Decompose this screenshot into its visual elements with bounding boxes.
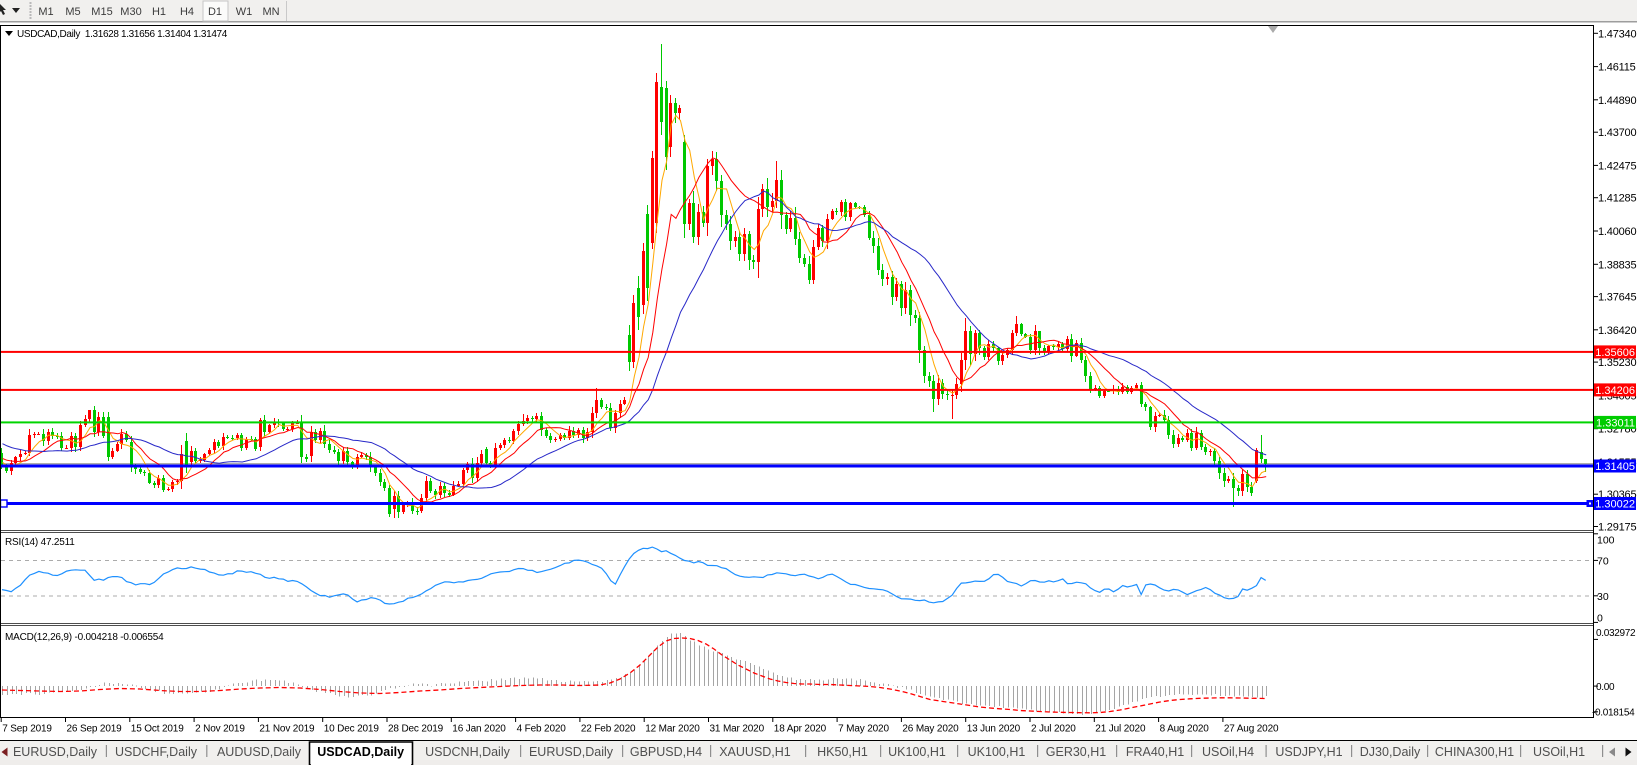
svg-text:15 Oct 2019: 15 Oct 2019 xyxy=(131,724,184,735)
svg-text:1.29175: 1.29175 xyxy=(1598,522,1636,534)
svg-text:1.41285: 1.41285 xyxy=(1598,193,1636,205)
svg-text:UK100,H1: UK100,H1 xyxy=(888,745,946,759)
svg-text:22 Feb 2020: 22 Feb 2020 xyxy=(581,724,636,735)
svg-text:1.35230: 1.35230 xyxy=(1598,357,1636,369)
svg-text:0.00: 0.00 xyxy=(1596,682,1615,693)
svg-text:1.47340: 1.47340 xyxy=(1598,28,1636,40)
svg-text:GBPUSD,H4: GBPUSD,H4 xyxy=(630,745,702,759)
svg-text:M15: M15 xyxy=(91,6,112,18)
svg-text:H1: H1 xyxy=(152,6,166,18)
svg-text:28 Dec 2019: 28 Dec 2019 xyxy=(388,724,444,735)
svg-text:RSI(14) 47.2511: RSI(14) 47.2511 xyxy=(5,537,75,548)
svg-text:H4: H4 xyxy=(180,6,194,18)
svg-text:M1: M1 xyxy=(38,6,53,18)
svg-text:0: 0 xyxy=(1597,613,1603,625)
svg-text:M5: M5 xyxy=(65,6,80,18)
svg-text:1.30022: 1.30022 xyxy=(1595,499,1635,511)
svg-text:12 Mar 2020: 12 Mar 2020 xyxy=(645,724,700,735)
svg-text:USDCNH,Daily: USDCNH,Daily xyxy=(425,745,510,759)
svg-text:10 Dec 2019: 10 Dec 2019 xyxy=(324,724,380,735)
svg-text:27 Aug 2020: 27 Aug 2020 xyxy=(1224,724,1279,735)
svg-text:21 Jul 2020: 21 Jul 2020 xyxy=(1095,724,1146,735)
svg-text:D1: D1 xyxy=(208,6,222,18)
svg-text:USOil,H1: USOil,H1 xyxy=(1533,745,1585,759)
svg-text:1.40060: 1.40060 xyxy=(1598,226,1636,238)
svg-text:USDCAD,Daily: USDCAD,Daily xyxy=(317,745,404,759)
svg-text:CHINA300,H1: CHINA300,H1 xyxy=(1435,745,1514,759)
svg-text:2 Nov 2019: 2 Nov 2019 xyxy=(195,724,245,735)
svg-text:1.46115: 1.46115 xyxy=(1598,62,1636,74)
svg-text:XAUUSD,H1: XAUUSD,H1 xyxy=(719,745,791,759)
svg-text:1.37645: 1.37645 xyxy=(1598,292,1636,304)
svg-text:1.38835: 1.38835 xyxy=(1598,259,1636,271)
svg-text:FRA40,H1: FRA40,H1 xyxy=(1126,745,1184,759)
svg-text:1.34206: 1.34206 xyxy=(1595,385,1635,397)
svg-text:7 Sep 2019: 7 Sep 2019 xyxy=(2,724,52,735)
svg-text:1.36420: 1.36420 xyxy=(1598,325,1636,337)
svg-text:1.33011: 1.33011 xyxy=(1596,417,1635,429)
svg-text:EURUSD,Daily: EURUSD,Daily xyxy=(529,745,614,759)
svg-text:MACD(12,26,9) -0.004218 -0.006: MACD(12,26,9) -0.004218 -0.006554 xyxy=(5,632,164,643)
svg-text:1.31405: 1.31405 xyxy=(1595,461,1635,473)
svg-text:26 Sep 2019: 26 Sep 2019 xyxy=(67,724,123,735)
svg-text:-0.018154: -0.018154 xyxy=(1592,708,1635,719)
svg-text:2 Jul 2020: 2 Jul 2020 xyxy=(1031,724,1076,735)
svg-text:DJ30,Daily: DJ30,Daily xyxy=(1360,745,1421,759)
svg-text:8 Aug 2020: 8 Aug 2020 xyxy=(1160,724,1210,735)
svg-text:AUDUSD,Daily: AUDUSD,Daily xyxy=(217,745,302,759)
svg-text:M30: M30 xyxy=(120,6,141,18)
svg-text:30: 30 xyxy=(1597,591,1609,603)
svg-text:USDCAD,Daily 1.31628 1.31656: USDCAD,Daily 1.31628 1.31656 1.31404 1.3… xyxy=(17,29,228,40)
svg-text:W1: W1 xyxy=(236,6,253,18)
svg-text:MN: MN xyxy=(262,6,279,18)
svg-text:13 Jun 2020: 13 Jun 2020 xyxy=(967,724,1021,735)
svg-text:26 May 2020: 26 May 2020 xyxy=(902,724,959,735)
svg-text:0.032972: 0.032972 xyxy=(1596,628,1636,639)
svg-text:4 Feb 2020: 4 Feb 2020 xyxy=(517,724,567,735)
svg-text:7 May 2020: 7 May 2020 xyxy=(838,724,889,735)
svg-text:GER30,H1: GER30,H1 xyxy=(1046,745,1106,759)
svg-text:100: 100 xyxy=(1597,535,1615,547)
svg-text:HK50,H1: HK50,H1 xyxy=(817,745,868,759)
svg-text:70: 70 xyxy=(1597,555,1609,567)
svg-text:USOil,H4: USOil,H4 xyxy=(1202,745,1254,759)
svg-text:21 Nov 2019: 21 Nov 2019 xyxy=(259,724,315,735)
svg-text:UK100,H1: UK100,H1 xyxy=(968,745,1026,759)
svg-text:EURUSD,Daily: EURUSD,Daily xyxy=(13,745,98,759)
svg-text:1.44890: 1.44890 xyxy=(1598,95,1636,107)
svg-text:1.42475: 1.42475 xyxy=(1598,160,1636,172)
svg-text:USDCHF,Daily: USDCHF,Daily xyxy=(115,745,198,759)
svg-text:USDJPY,H1: USDJPY,H1 xyxy=(1275,745,1342,759)
svg-text:31 Mar 2020: 31 Mar 2020 xyxy=(710,724,765,735)
svg-text:16 Jan 2020: 16 Jan 2020 xyxy=(452,724,506,735)
svg-text:18 Apr 2020: 18 Apr 2020 xyxy=(774,724,827,735)
svg-text:1.35606: 1.35606 xyxy=(1595,347,1635,359)
svg-text:1.43700: 1.43700 xyxy=(1598,127,1636,139)
